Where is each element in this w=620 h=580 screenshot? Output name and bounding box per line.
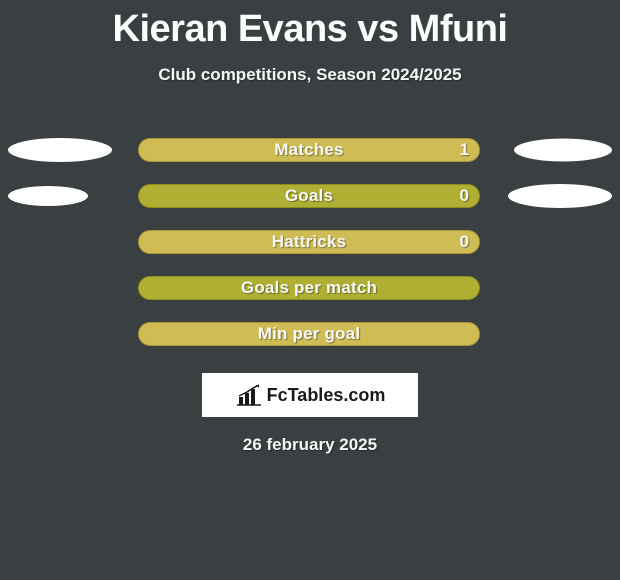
stat-bar: Goals 0 (138, 184, 480, 208)
stat-bar: Min per goal (138, 322, 480, 346)
stat-value: 1 (460, 140, 469, 160)
stat-bar: Hattricks 0 (138, 230, 480, 254)
player-left-ellipse (8, 186, 88, 206)
stat-row: Matches 1 (0, 127, 620, 173)
subtitle: Club competitions, Season 2024/2025 (0, 65, 620, 85)
stat-row: Goals per match (0, 265, 620, 311)
stat-label: Goals per match (241, 278, 377, 298)
stat-label: Goals (285, 186, 333, 206)
stat-bar: Matches 1 (138, 138, 480, 162)
player-left-ellipse (8, 138, 112, 162)
page-title: Kieran Evans vs Mfuni (0, 0, 620, 51)
stat-value: 0 (460, 186, 469, 206)
stat-bar: Goals per match (138, 276, 480, 300)
player-right-ellipse (508, 184, 612, 208)
stat-label: Hattricks (272, 232, 347, 252)
stat-label: Min per goal (258, 324, 361, 344)
bars-icon (235, 383, 263, 407)
logo: FcTables.com (235, 383, 386, 407)
stat-value: 0 (460, 232, 469, 252)
stat-label: Matches (274, 140, 343, 160)
logo-text: FcTables.com (267, 385, 386, 406)
stat-row: Min per goal (0, 311, 620, 357)
date-line: 26 february 2025 (0, 435, 620, 455)
comparison-chart: Matches 1 Goals 0 Hattricks 0 Goals per match M… (0, 127, 620, 357)
logo-box: FcTables.com (202, 373, 418, 417)
stat-row: Hattricks 0 (0, 219, 620, 265)
stat-row: Goals 0 (0, 173, 620, 219)
player-right-ellipse (514, 139, 612, 162)
